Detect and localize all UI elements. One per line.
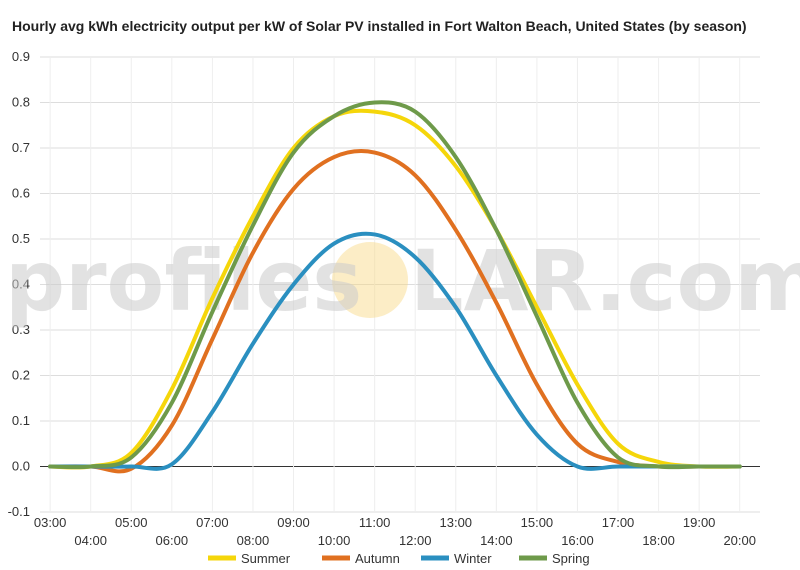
- x-tick-label: 08:00: [237, 533, 270, 548]
- x-tick-label: 14:00: [480, 533, 513, 548]
- x-tick-label: 03:00: [34, 515, 67, 530]
- series-line-summer: [48, 108, 742, 470]
- series-line-spring: [48, 100, 742, 470]
- x-tick-label: 07:00: [196, 515, 229, 530]
- x-tick-label: 17:00: [602, 515, 635, 530]
- watermark-text: profiles: [5, 232, 362, 330]
- x-tick-label: 09:00: [277, 515, 310, 530]
- y-tick-label: 0.3: [12, 322, 30, 337]
- y-tick-label: 0.7: [12, 140, 30, 155]
- legend-label-autumn[interactable]: Autumn: [355, 551, 400, 566]
- legend-label-spring[interactable]: Spring: [552, 551, 590, 566]
- y-tick-label: 0.2: [12, 368, 30, 383]
- legend-label-winter[interactable]: Winter: [454, 551, 492, 566]
- x-tick-label: 19:00: [683, 515, 716, 530]
- y-tick-label: -0.1: [8, 504, 30, 519]
- y-tick-label: 0.0: [12, 459, 30, 474]
- x-tick-label: 15:00: [521, 515, 554, 530]
- x-tick-label: 12:00: [399, 533, 432, 548]
- chart-title: Hourly avg kWh electricity output per kW…: [12, 18, 747, 34]
- y-tick-label: 0.1: [12, 413, 30, 428]
- x-tick-label: 04:00: [74, 533, 107, 548]
- x-tick-label: 06:00: [156, 533, 189, 548]
- y-tick-label: 0.4: [12, 277, 30, 292]
- watermark-text: LAR.com: [410, 232, 800, 330]
- x-tick-label: 10:00: [318, 533, 351, 548]
- series-line-winter: [48, 231, 742, 471]
- x-tick-label: 18:00: [642, 533, 675, 548]
- x-tick-label: 20:00: [723, 533, 756, 548]
- x-tick-label: 11:00: [359, 515, 391, 530]
- legend-label-summer[interactable]: Summer: [241, 551, 291, 566]
- x-tick-label: 13:00: [440, 515, 473, 530]
- y-tick-label: 0.5: [12, 231, 30, 246]
- y-tick-label: 0.6: [12, 186, 30, 201]
- x-tick-label: 16:00: [561, 533, 594, 548]
- x-tick-label: 05:00: [115, 515, 148, 530]
- y-tick-label: 0.8: [12, 95, 30, 110]
- series-line-autumn: [48, 149, 742, 474]
- y-tick-label: 0.9: [12, 49, 30, 64]
- watermark-sun-icon: [332, 242, 408, 318]
